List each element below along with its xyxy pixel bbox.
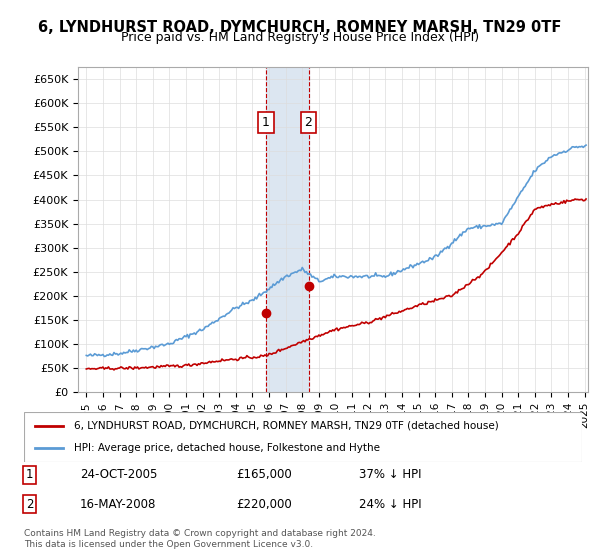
Text: 6, LYNDHURST ROAD, DYMCHURCH, ROMNEY MARSH, TN29 0TF (detached house): 6, LYNDHURST ROAD, DYMCHURCH, ROMNEY MAR… [74,421,499,431]
Text: 1: 1 [26,468,34,482]
Text: HPI: Average price, detached house, Folkestone and Hythe: HPI: Average price, detached house, Folk… [74,443,380,453]
Text: 24-OCT-2005: 24-OCT-2005 [80,468,157,482]
Text: 2: 2 [26,498,34,511]
Text: £220,000: £220,000 [236,498,292,511]
Text: Contains HM Land Registry data © Crown copyright and database right 2024.
This d: Contains HM Land Registry data © Crown c… [24,529,376,549]
FancyBboxPatch shape [24,412,582,462]
Text: 24% ↓ HPI: 24% ↓ HPI [359,498,421,511]
Bar [266,67,308,392]
Text: Price paid vs. HM Land Registry's House Price Index (HPI): Price paid vs. HM Land Registry's House … [121,31,479,44]
Text: 37% ↓ HPI: 37% ↓ HPI [359,468,421,482]
Text: £165,000: £165,000 [236,468,292,482]
Text: 2: 2 [305,116,313,129]
Text: 1: 1 [262,116,270,129]
Text: 16-MAY-2008: 16-MAY-2008 [80,498,156,511]
Text: 6, LYNDHURST ROAD, DYMCHURCH, ROMNEY MARSH, TN29 0TF: 6, LYNDHURST ROAD, DYMCHURCH, ROMNEY MAR… [38,20,562,35]
